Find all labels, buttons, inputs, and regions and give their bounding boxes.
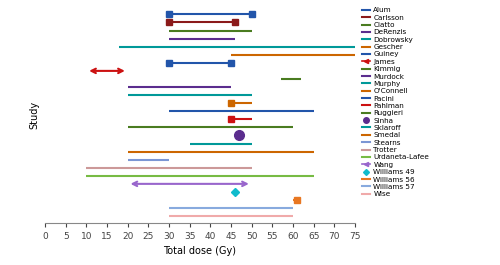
- Y-axis label: Study: Study: [30, 101, 40, 129]
- Legend: Alum, Carlsson, Ciatto, DeRenzis, Dobrowsky, Gescher, Guiney, James, Kimmig, Mur: Alum, Carlsson, Ciatto, DeRenzis, Dobrow…: [362, 7, 429, 197]
- X-axis label: Total dose (Gy): Total dose (Gy): [164, 246, 236, 256]
